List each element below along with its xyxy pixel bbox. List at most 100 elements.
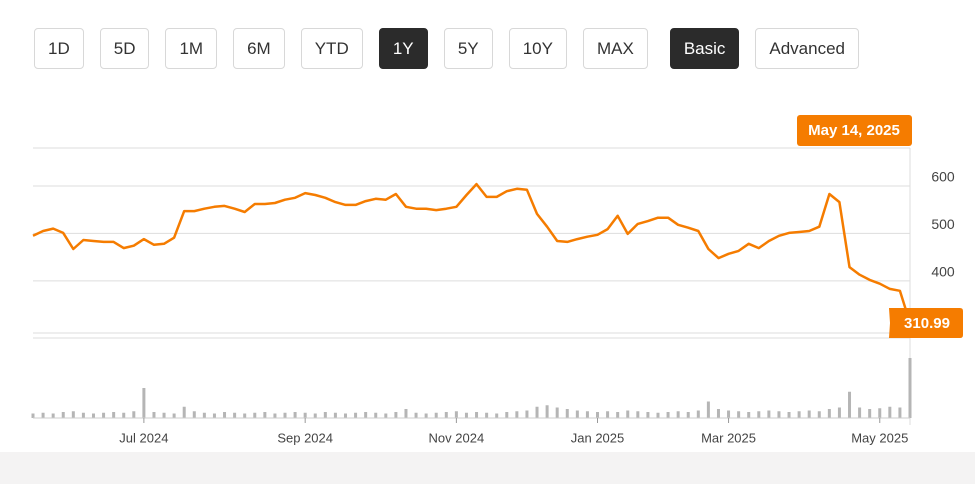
volume-bar [162,412,166,418]
volume-bar [112,412,116,418]
volume-bar [686,412,690,418]
volume-bar [505,412,509,418]
volume-bar [656,412,660,418]
volume-bar [343,413,347,418]
volume-bar [273,413,277,418]
volume-bar [243,413,247,418]
x-tick-label: May 2025 [851,430,908,445]
volume-bar [626,410,630,418]
volume-bar [515,411,519,418]
volume-bar [596,412,600,418]
volume-bar [454,411,458,418]
volume-bar [61,412,65,418]
chart: 400 500 600 Jul 2024 Sep 2024 Nov 2024 Jan 202… [31,115,963,445]
volume-bar [606,411,610,418]
volume-bar [102,412,106,418]
range-button[interactable]: 10Y [508,28,567,69]
volume-bar [91,413,95,418]
volume-bar [525,410,529,418]
volume-bar [817,411,821,418]
volume-bar [837,407,841,418]
price-tag [889,308,963,339]
footer-strip [0,452,975,484]
range-button[interactable]: MAX [582,28,648,69]
volume-bar [263,412,267,418]
volume-bar [858,407,862,418]
date-tag-label: May 14, 2025 [808,122,900,139]
volume-bar [757,411,761,418]
range-button[interactable]: YTD [300,28,363,69]
volume-bar [404,409,408,418]
volume-bar [706,401,710,418]
volume-bar [333,412,337,418]
volume-bar [475,412,479,418]
volume-bar [212,413,216,418]
range-button[interactable]: 5Y [443,28,493,69]
volume-bar [182,406,186,418]
volume-bar [545,405,549,418]
volume-bar [71,411,75,418]
date-tag [797,115,912,146]
volume-bar [535,406,539,418]
volume-bar [676,411,680,418]
volume-bar [777,411,781,418]
y-tick-label: 600 [931,169,955,185]
volume-bar [323,412,327,418]
volume-bar [747,412,751,418]
volume-bar [384,413,388,418]
range-button[interactable]: 6M [233,28,285,69]
volume-bar [394,412,398,418]
x-tick-label: Mar 2025 [701,430,756,445]
volume-bar [374,412,378,418]
volume-bar [797,411,801,418]
y-tick-label: 500 [931,216,955,232]
volume-bar [636,411,640,418]
price-line [32,182,912,324]
volume-bar [575,410,579,418]
volume-bar [696,410,700,418]
x-tick-label: Jan 2025 [571,430,625,445]
range-button[interactable]: Basic [669,28,740,69]
volume-bar [152,412,156,418]
volume-bar [666,412,670,418]
volume-bar [303,412,307,418]
x-tick-label: Jul 2024 [119,430,168,445]
volume-bar [142,388,146,418]
volume-bar [555,407,559,418]
volume-bar [787,412,791,418]
volume-bar [293,412,297,418]
volume-bar [727,410,731,418]
volume-bar [283,412,287,418]
range-button[interactable]: 5D [99,28,150,69]
volume-bar [172,413,176,418]
volume-bar [41,412,45,418]
volume-bar [364,412,368,418]
x-tick-label: Nov 2024 [429,430,485,445]
volume-bar [565,409,569,418]
volume-bar [424,413,428,418]
y-tick-label: 400 [931,264,955,280]
range-button[interactable]: Advanced [755,28,860,69]
button-bar: 1D 5D 1M 6M YTD 1Y 5Y 10Y MAX Basic Advanced [34,28,860,69]
volume-bar [495,413,499,418]
volume-bar [485,412,489,418]
volume-bar [898,407,902,418]
volume-bar [122,412,126,418]
volume-bar [192,411,196,418]
volume-bar [434,412,438,418]
volume-bar [464,412,468,418]
volume-bar [737,411,741,418]
volume-bar [827,409,831,418]
volume-bar [233,412,237,418]
range-button[interactable]: 1Y [378,28,428,69]
volume-bar [444,412,448,418]
volume-bar [878,408,882,418]
range-button[interactable]: 1D [34,28,84,69]
volume-bar [313,413,317,418]
volume-bar [616,412,620,418]
volume-bar [585,411,589,418]
volume-bar [253,412,257,418]
range-button[interactable]: 1M [165,28,218,69]
volume-bar [81,412,85,418]
volume-bar [202,412,206,418]
